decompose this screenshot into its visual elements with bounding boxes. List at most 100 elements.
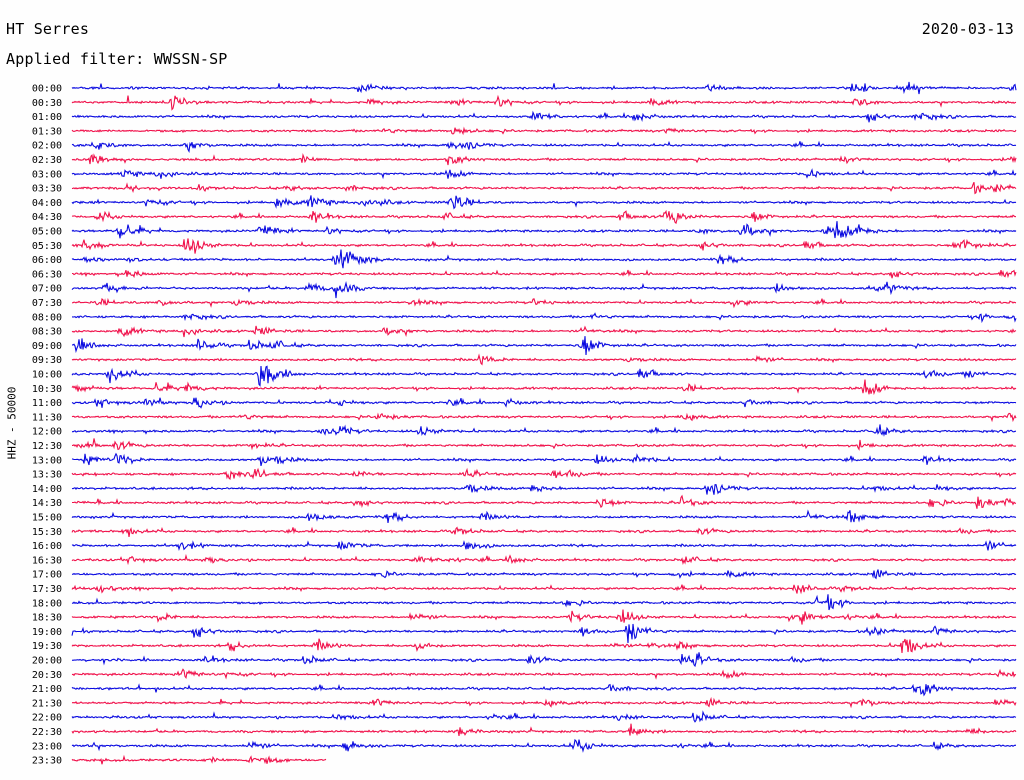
row-time-label: 17:00	[32, 570, 62, 581]
seismogram-trace	[71, 379, 1017, 396]
seismogram-trace	[71, 153, 1017, 166]
seismogram-trace	[71, 353, 1017, 366]
seismogram-trace	[71, 397, 1017, 409]
row-time-label: 01:00	[32, 112, 62, 123]
seismogram-trace	[71, 325, 1017, 338]
row-time-label: 08:00	[32, 312, 62, 323]
record-date: 2020-03-13	[921, 20, 1014, 38]
row-time-label: 10:00	[32, 370, 62, 381]
row-time-label: 07:00	[32, 284, 62, 295]
row-time-label: 02:30	[32, 155, 62, 166]
row-time-label: 10:30	[32, 384, 62, 395]
seismogram-trace	[71, 594, 1017, 611]
row-time-label: 00:30	[32, 98, 62, 109]
row-time-label: 08:30	[32, 327, 62, 338]
seismogram-trace	[71, 638, 1017, 653]
row-time-label: 16:00	[32, 541, 62, 552]
seismogram-trace	[71, 221, 1017, 239]
seismogram-trace	[71, 281, 1017, 299]
seismogram-trace	[71, 195, 1017, 210]
seismogram-trace	[71, 710, 1017, 723]
seismogram-trace	[71, 723, 1017, 737]
seismogram-trace	[71, 168, 1017, 180]
row-time-label: 11:00	[32, 398, 62, 409]
seismogram-trace	[71, 683, 1017, 697]
row-time-label: 13:30	[32, 470, 62, 481]
seismogram-trace	[71, 738, 1017, 753]
row-time-label: 23:30	[32, 756, 62, 767]
row-time-label: 15:00	[32, 513, 62, 524]
seismogram-trace	[72, 438, 1017, 451]
row-time-label: 03:30	[32, 184, 62, 195]
seismogram-trace	[71, 140, 1017, 153]
row-time-label: 00:00	[32, 84, 62, 95]
seismogram-trace	[71, 483, 1017, 495]
row-time-label: 14:30	[32, 498, 62, 509]
row-time-label: 01:30	[32, 126, 62, 137]
row-time-label: 18:00	[32, 598, 62, 609]
station-name: HT Serres	[6, 20, 90, 38]
seismogram-trace	[71, 553, 1017, 566]
row-time-label: 06:00	[32, 255, 62, 266]
row-time-label: 11:30	[32, 412, 62, 423]
row-time-label: 22:00	[32, 713, 62, 724]
seismogram-trace	[71, 365, 1017, 387]
seismogram-trace	[71, 754, 327, 765]
seismogram-trace	[71, 652, 1017, 668]
row-time-label: 20:00	[32, 656, 62, 667]
seismogram-trace	[71, 110, 1017, 123]
row-time-label: 04:00	[32, 198, 62, 209]
row-time-label: 09:00	[32, 341, 62, 352]
seismogram-trace	[71, 94, 1017, 111]
seismogram-trace	[71, 126, 1017, 136]
seismogram-trace	[71, 81, 1017, 95]
row-time-label: 03:00	[32, 169, 62, 180]
seismogram-trace	[71, 209, 1017, 225]
seismogram-trace	[72, 312, 1017, 324]
row-time-label: 21:00	[32, 684, 62, 695]
row-time-label: 17:30	[32, 584, 62, 595]
row-time-label: 09:30	[32, 355, 62, 366]
seismogram-trace	[71, 249, 1017, 269]
seismogram-trace	[71, 668, 1017, 680]
row-time-label: 14:00	[32, 484, 62, 495]
row-time-label: 02:00	[32, 141, 62, 152]
row-time-label: 15:30	[32, 527, 62, 538]
row-time-label: 18:30	[32, 613, 62, 624]
seismogram-trace	[71, 509, 1017, 523]
seismogram-trace	[71, 623, 1017, 644]
row-time-label: 23:00	[32, 741, 62, 752]
seismogram-trace	[71, 696, 1017, 709]
row-time-label: 22:30	[32, 727, 62, 738]
seismogram-trace	[72, 336, 1017, 356]
row-time-label: 04:30	[32, 212, 62, 223]
row-time-label: 19:30	[32, 641, 62, 652]
row-time-label: 13:00	[32, 455, 62, 466]
filter-label: Applied filter: WWSSN-SP	[6, 50, 228, 68]
seismogram-trace	[71, 467, 1017, 481]
row-time-label: 16:30	[32, 555, 62, 566]
seismogram-trace	[71, 424, 1017, 437]
seismogram-trace	[71, 412, 1017, 423]
seismogram-trace	[71, 452, 1017, 467]
row-time-label: 12:30	[32, 441, 62, 452]
seismogram-trace	[71, 238, 1017, 254]
row-time-label: 07:30	[32, 298, 62, 309]
seismogram-trace	[71, 526, 1017, 537]
row-time-label: 06:30	[32, 269, 62, 280]
seismogram-trace	[71, 569, 1017, 580]
seismogram-trace	[72, 269, 1017, 279]
row-time-label: 19:00	[32, 627, 62, 638]
row-time-label: 12:00	[32, 427, 62, 438]
row-time-label: 05:30	[32, 241, 62, 252]
seismogram-trace	[71, 583, 1017, 595]
seismogram-trace	[71, 297, 1017, 309]
row-time-label: 20:30	[32, 670, 62, 681]
seismogram-trace	[71, 181, 1017, 195]
seismogram-trace	[71, 539, 1017, 551]
row-time-label: 05:00	[32, 227, 62, 238]
seismogram-trace	[72, 494, 1017, 509]
seismogram-trace	[71, 609, 1017, 625]
row-time-label: 21:30	[32, 698, 62, 709]
